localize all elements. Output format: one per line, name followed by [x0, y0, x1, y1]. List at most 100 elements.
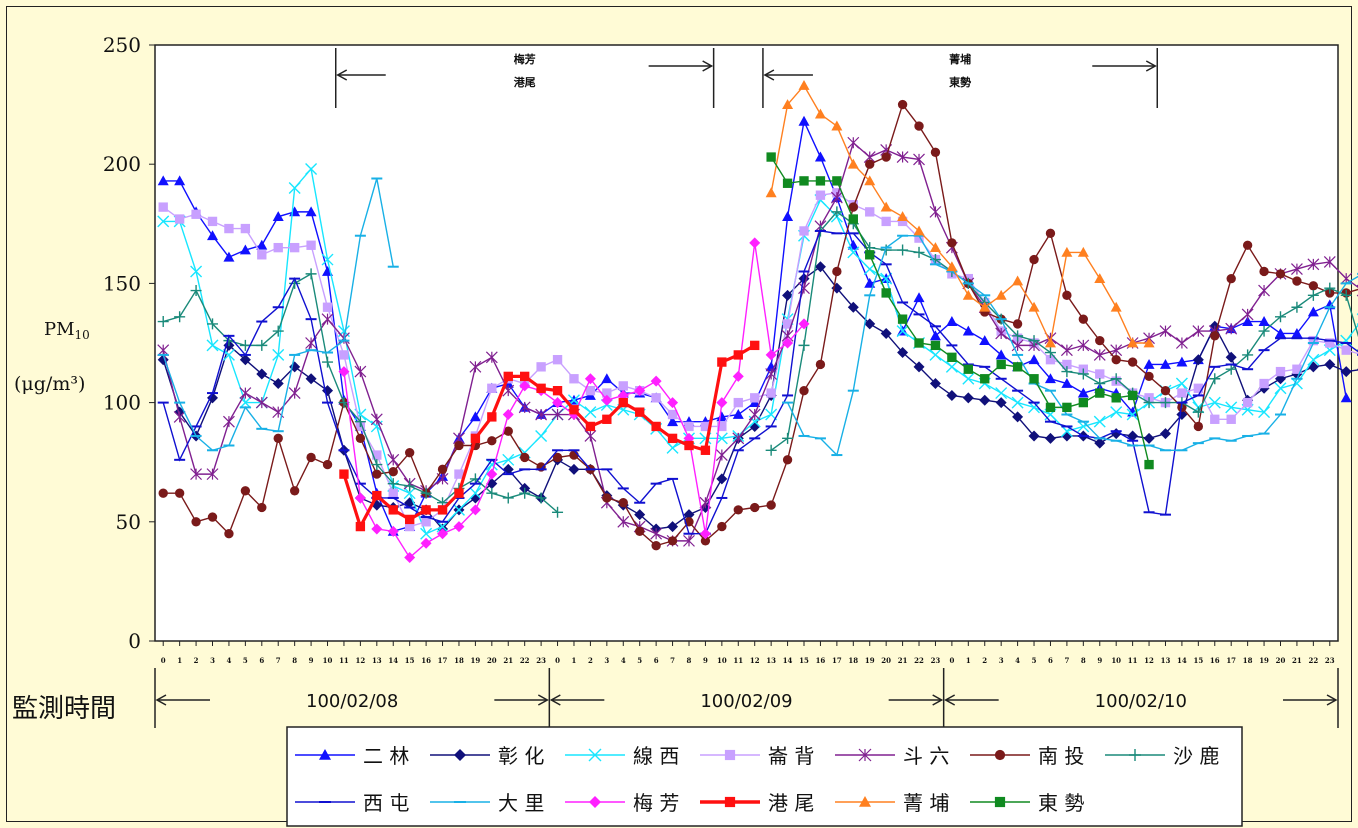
legend-swatch-marker — [859, 796, 871, 807]
data-point — [715, 449, 728, 461]
data-point — [272, 348, 285, 361]
data-point — [1209, 373, 1221, 385]
data-point — [322, 459, 333, 470]
data-point — [485, 351, 498, 364]
data-point — [1192, 354, 1204, 366]
data-point — [1159, 358, 1171, 369]
data-point — [272, 378, 284, 390]
data-point — [1012, 411, 1024, 423]
data-point — [865, 250, 875, 260]
annotation-arrow-left-head — [763, 69, 775, 81]
data-point — [635, 407, 645, 417]
data-point — [1241, 308, 1254, 321]
data-point — [749, 237, 761, 249]
data-point — [1028, 401, 1041, 414]
data-point — [224, 529, 234, 539]
legend-label: 線 西 — [633, 744, 679, 768]
data-point — [750, 502, 760, 513]
data-point — [930, 340, 941, 351]
data-point — [338, 366, 350, 378]
data-point — [831, 206, 843, 218]
data-point — [158, 202, 168, 212]
data-point — [551, 408, 564, 421]
data-point — [487, 436, 497, 446]
data-point — [634, 509, 646, 521]
data-point — [1094, 437, 1106, 449]
data-point — [1111, 355, 1121, 365]
data-point — [190, 468, 203, 481]
legend-item: 西 屯 — [295, 791, 409, 815]
data-point — [1324, 282, 1336, 294]
x-tick-label: 2 — [588, 656, 593, 665]
data-point — [370, 413, 383, 426]
legend-item: 港 尾 — [700, 791, 814, 815]
data-point — [569, 405, 579, 415]
data-point — [782, 337, 794, 349]
x-tick-label: 1 — [177, 656, 182, 665]
data-point — [733, 350, 743, 360]
data-point — [913, 153, 925, 166]
data-point — [667, 433, 678, 444]
data-point — [1012, 275, 1024, 286]
data-point — [1061, 378, 1073, 388]
data-point — [372, 469, 382, 479]
data-point — [1324, 358, 1336, 370]
data-point — [453, 521, 465, 533]
legend-item: 東 勢 — [970, 791, 1084, 815]
x-tick-label: 14 — [388, 656, 398, 665]
data-point — [1077, 420, 1090, 433]
x-tick-label: 4 — [1015, 656, 1020, 665]
y-tick-label: 150 — [103, 271, 141, 295]
data-point — [387, 525, 399, 537]
data-point — [765, 349, 777, 361]
data-point — [1226, 414, 1236, 424]
data-point — [995, 387, 1008, 400]
data-point — [1093, 348, 1106, 361]
x-tick-label: 20 — [1276, 656, 1286, 665]
x-tick-label: 8 — [687, 656, 692, 665]
data-point — [1110, 301, 1122, 312]
data-point — [535, 492, 547, 504]
annotation-label: 港尾 — [514, 75, 536, 89]
data-point — [1077, 339, 1090, 352]
data-point — [321, 313, 334, 326]
data-point — [257, 250, 267, 260]
data-point — [799, 226, 809, 236]
data-point — [897, 211, 909, 222]
data-point — [354, 492, 366, 504]
data-point — [880, 201, 892, 212]
data-point — [1143, 358, 1155, 369]
data-point — [470, 433, 481, 444]
data-point — [437, 464, 448, 475]
data-point — [239, 354, 251, 366]
data-point — [306, 452, 316, 463]
plot-area — [154, 44, 1339, 642]
data-point — [881, 288, 891, 298]
data-point — [913, 292, 925, 303]
data-point — [371, 459, 383, 471]
legend-item: 大 里 — [430, 791, 544, 815]
data-point — [1274, 311, 1286, 323]
data-point — [848, 214, 858, 224]
legend-label: 南 投 — [1038, 744, 1084, 768]
x-tick-label: 22 — [1308, 656, 1318, 665]
x-tick-label: 2 — [194, 656, 199, 665]
legend-label: 菁 埔 — [903, 791, 949, 815]
data-point — [897, 216, 908, 227]
data-point — [601, 373, 613, 384]
legend-item: 沙 鹿 — [1105, 744, 1219, 768]
data-point — [1028, 301, 1040, 312]
data-point — [1341, 345, 1351, 355]
x-tick-label: 21 — [898, 656, 908, 665]
legend-swatch-marker — [724, 749, 736, 761]
x-tick-label: 10 — [1111, 656, 1121, 665]
data-point — [585, 386, 596, 396]
data-point — [289, 486, 300, 496]
data-point — [765, 368, 778, 380]
data-point — [502, 492, 514, 504]
day-label: 100/02/09 — [700, 691, 792, 712]
day-label: 100/02/08 — [306, 691, 398, 712]
data-point — [618, 381, 628, 391]
data-point — [847, 158, 859, 169]
data-point — [798, 282, 810, 295]
